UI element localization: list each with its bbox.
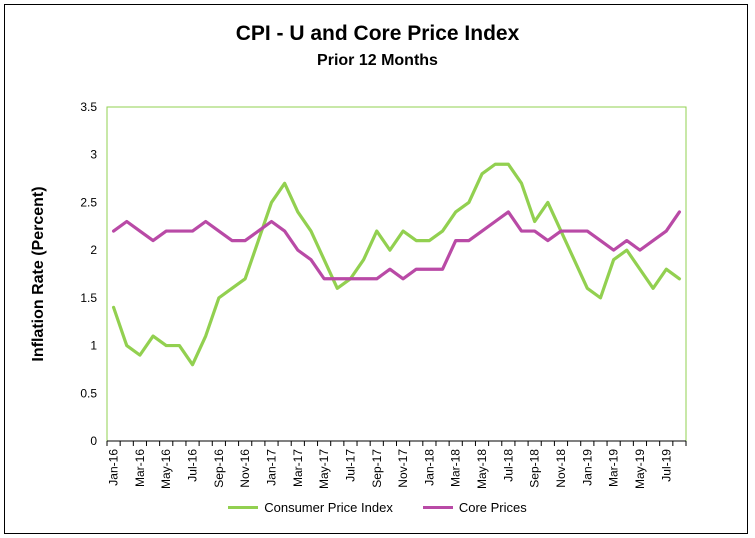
y-tick-label: 0.5 <box>80 386 97 400</box>
series-line-1 <box>111 210 682 281</box>
legend-swatch-cpi <box>228 506 259 509</box>
x-tick-label: May-17 <box>317 449 331 489</box>
x-tick-label: Sep-18 <box>528 449 542 488</box>
chart-legend: Consumer Price Index Core Prices <box>0 500 755 515</box>
x-tick-label: Mar-17 <box>291 449 305 487</box>
legend-swatch-core <box>422 506 453 509</box>
x-tick-label: Jan-19 <box>580 449 594 486</box>
x-tick-label: Jul-19 <box>659 449 673 482</box>
x-tick-label: Sep-16 <box>212 449 226 488</box>
y-tick-label: 2.5 <box>80 195 97 209</box>
x-tick-label: Nov-18 <box>554 449 568 488</box>
x-tick-label: Jan-16 <box>107 449 121 486</box>
chart-title: CPI - U and Core Price Index <box>235 22 520 45</box>
x-tick-label: Jul-16 <box>186 449 200 482</box>
y-tick-label: 0 <box>90 434 97 448</box>
x-tick-label: Jan-17 <box>264 449 278 486</box>
x-tick-label: Mar-18 <box>449 449 463 487</box>
x-tick-label: Jul-18 <box>501 449 515 482</box>
y-tick-label: 3 <box>90 148 97 162</box>
x-tick-label: Sep-17 <box>370 449 384 488</box>
x-tick-label: Mar-19 <box>607 449 621 487</box>
y-tick-label: 2 <box>90 243 97 257</box>
chart-subtitle: Prior 12 Months <box>317 52 438 69</box>
x-tick-label: Mar-16 <box>133 449 147 487</box>
y-tick-label: 1.5 <box>80 291 97 305</box>
legend-label-cpi: Consumer Price Index <box>264 500 393 515</box>
x-tick-label: May-18 <box>475 449 489 489</box>
x-tick-label: Nov-17 <box>396 449 410 488</box>
series-line-0 <box>111 162 682 367</box>
legend-label-core: Core Prices <box>458 500 527 515</box>
chart-frame <box>4 4 748 534</box>
x-tick-label: May-16 <box>159 449 173 489</box>
legend-item-core: Core Prices <box>422 500 527 515</box>
y-tick-label: 1 <box>90 339 97 353</box>
y-tick-label: 3.5 <box>80 100 97 114</box>
legend-item-cpi: Consumer Price Index <box>228 500 393 515</box>
x-tick-label: Jan-18 <box>422 449 436 486</box>
y-axis-label: Inflation Rate (Percent) <box>30 186 47 361</box>
x-tick-label: May-19 <box>633 449 647 489</box>
x-tick-label: Jul-17 <box>343 449 357 482</box>
x-tick-label: Nov-16 <box>238 449 252 488</box>
